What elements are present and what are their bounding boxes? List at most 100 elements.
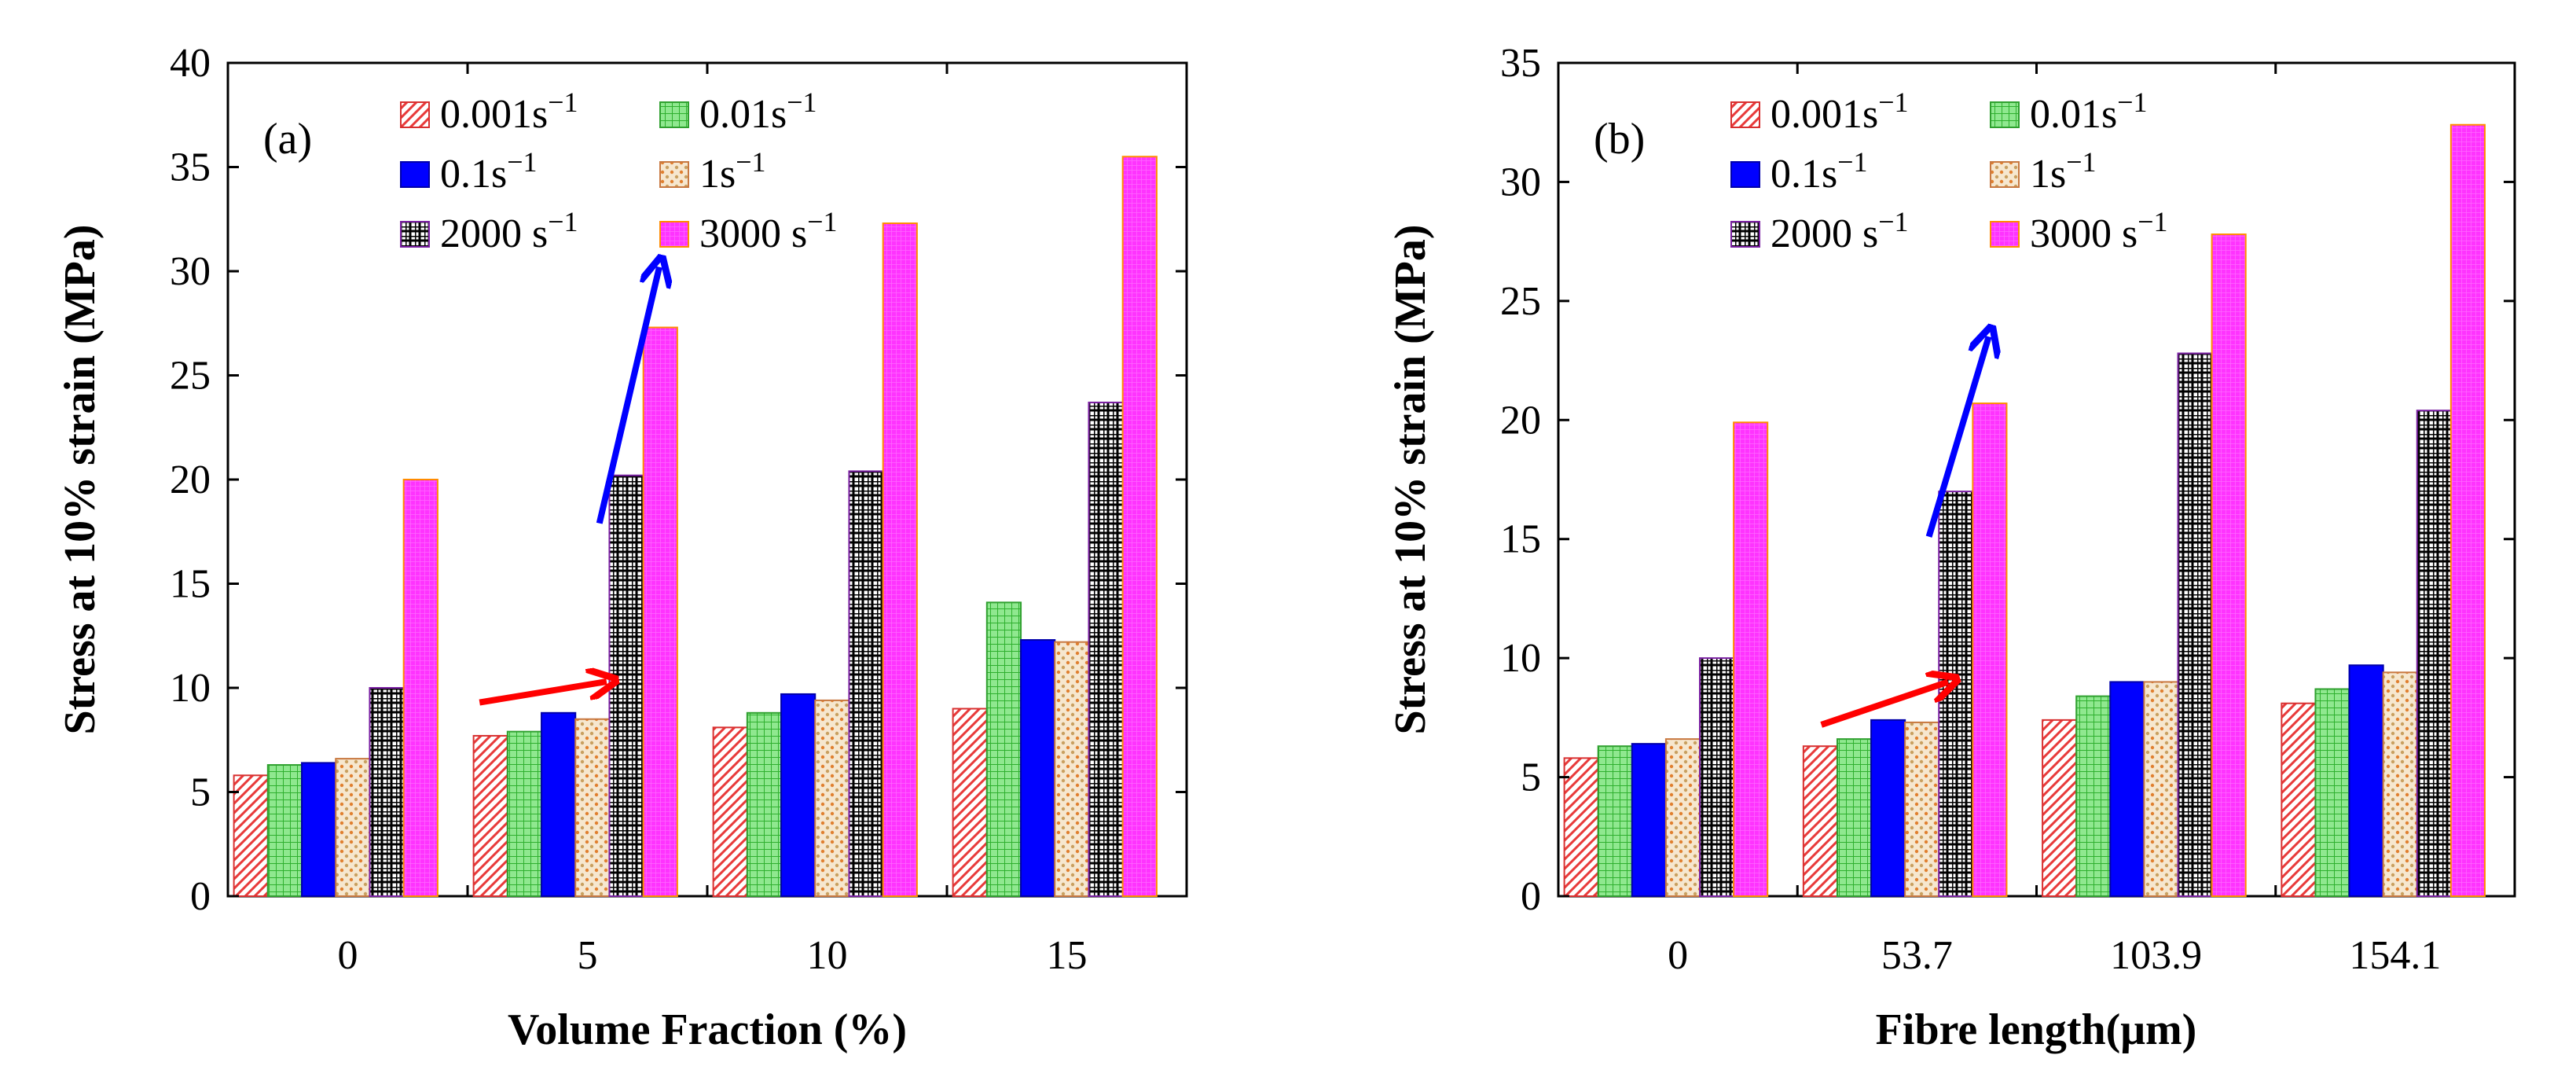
legend-swatch-6 [659,221,689,248]
y-tick-label: 35 [170,145,211,190]
bar-5-1 [369,687,405,897]
y-tick-label: 40 [170,41,211,86]
bar-4-3 [2143,681,2179,898]
y-tick-label: 15 [170,562,211,607]
legend-swatch-3 [1730,161,1760,188]
y-tick-label: 20 [1500,398,1541,443]
bar-2-2 [1836,738,1873,897]
bar-2-1 [1597,745,1633,898]
legend-label-base: 3000 s [699,211,807,256]
bar-3-2 [541,711,577,897]
bar-4-3 [814,699,850,898]
x-tick-label: 53.7 [1881,933,1953,978]
legend-label-3: 0.1s−1 [1771,146,1868,197]
bar-3-2 [1870,719,1906,898]
bar-6-2 [642,326,678,897]
y-tick-label: 35 [1500,41,1541,86]
legend-swatch-2 [1990,101,2020,128]
bar-2-2 [506,730,543,898]
legend-label-base: 2000 s [1771,211,1878,256]
y-tick-label: 0 [190,874,211,919]
legend-label-4: 1s−1 [2030,146,2097,197]
bar-1-2 [1802,745,1838,898]
bar-1-1 [1563,757,1599,897]
y-tick-label: 25 [170,354,211,399]
legend-label-sup: −1 [2137,206,2167,237]
bar-4-4 [2382,671,2418,897]
y-tick-label: 30 [170,249,211,294]
bar-6-1 [1733,421,1769,897]
legend-label-1: 0.001s−1 [440,86,578,137]
bar-5-4 [2416,410,2452,897]
bar-3-3 [780,693,816,897]
legend-label-4: 1s−1 [699,146,766,197]
legend-swatch-6 [1990,221,2020,248]
bar-1-3 [712,726,748,897]
legend-swatch-5 [400,221,430,248]
bar-6-3 [882,222,918,897]
y-axis-title: Stress at 10% strain (MPa) [1386,224,1435,734]
legend-label-sup: −1 [1878,206,1908,237]
legend-label-3: 0.1s−1 [440,146,538,197]
x-tick-label: 0 [1668,933,1688,978]
bar-3-4 [1020,639,1056,897]
bar-3-3 [2109,681,2145,898]
bar-4-1 [335,758,371,897]
red-arrow [1820,682,1948,728]
bar-4-2 [1904,721,1940,898]
bar-5-2 [1938,491,1974,897]
bar-5-3 [2177,352,2213,897]
bar-1-4 [2281,702,2317,898]
y-tick-label: 0 [1521,874,1541,919]
bar-2-3 [746,711,783,897]
bar-5-1 [1699,657,1735,898]
legend-label-sup: −1 [787,86,816,118]
legend-swatch-4 [659,161,689,188]
legend-label-6: 3000 s−1 [2030,206,2168,256]
legend-label-base: 0.001s [1771,92,1878,137]
legend-label-base: 0.1s [1771,152,1837,197]
bar-1-3 [2042,719,2078,898]
bar-4-4 [1054,641,1090,897]
legend-label-base: 3000 s [2030,211,2137,256]
legend-label-sup: −1 [548,206,578,237]
y-tick-label: 10 [1500,636,1541,681]
legend-label-2: 0.01s−1 [699,86,817,137]
legend-label-5: 2000 s−1 [440,206,578,256]
legend-label-5: 2000 s−1 [1771,206,1909,256]
legend-swatch-3 [400,161,430,188]
legend-label-sup: −1 [807,206,837,237]
panel-label: (a) [263,115,312,164]
y-tick-label: 10 [170,666,211,711]
bar-3-4 [2348,664,2384,897]
bar-4-1 [1664,738,1701,897]
legend-label-base: 0.01s [2030,92,2117,137]
legend-label-sup: −1 [1837,146,1867,178]
y-tick-label: 5 [190,770,211,815]
legend-swatch-1 [1730,101,1760,128]
bar-6-4 [2449,123,2486,897]
bar-6-3 [2211,233,2247,897]
x-tick-label: 10 [807,933,848,978]
bar-2-4 [2314,688,2350,897]
bar-6-4 [1121,156,1158,897]
x-tick-label: 103.9 [2110,933,2202,978]
legend-label-base: 1s [2030,152,2066,197]
bar-5-4 [1088,401,1124,897]
y-tick-label: 15 [1500,517,1541,562]
x-tick-label: 154.1 [2349,933,2441,978]
legend-label-sup: −1 [548,86,578,118]
y-axis-title: Stress at 10% strain (MPa) [56,224,105,734]
x-axis-title: Volume Fraction (%) [508,1005,907,1054]
bar-1-1 [233,774,269,897]
legend-swatch-4 [1990,161,2020,188]
legend-label-1: 0.001s−1 [1771,86,1909,137]
legend-swatch-2 [659,101,689,128]
legend-label-2: 0.01s−1 [2030,86,2148,137]
legend-label-base: 0.01s [699,92,787,137]
bar-4-2 [574,718,611,897]
bar-1-2 [472,734,508,898]
bar-2-4 [985,601,1022,897]
legend-swatch-5 [1730,221,1760,248]
